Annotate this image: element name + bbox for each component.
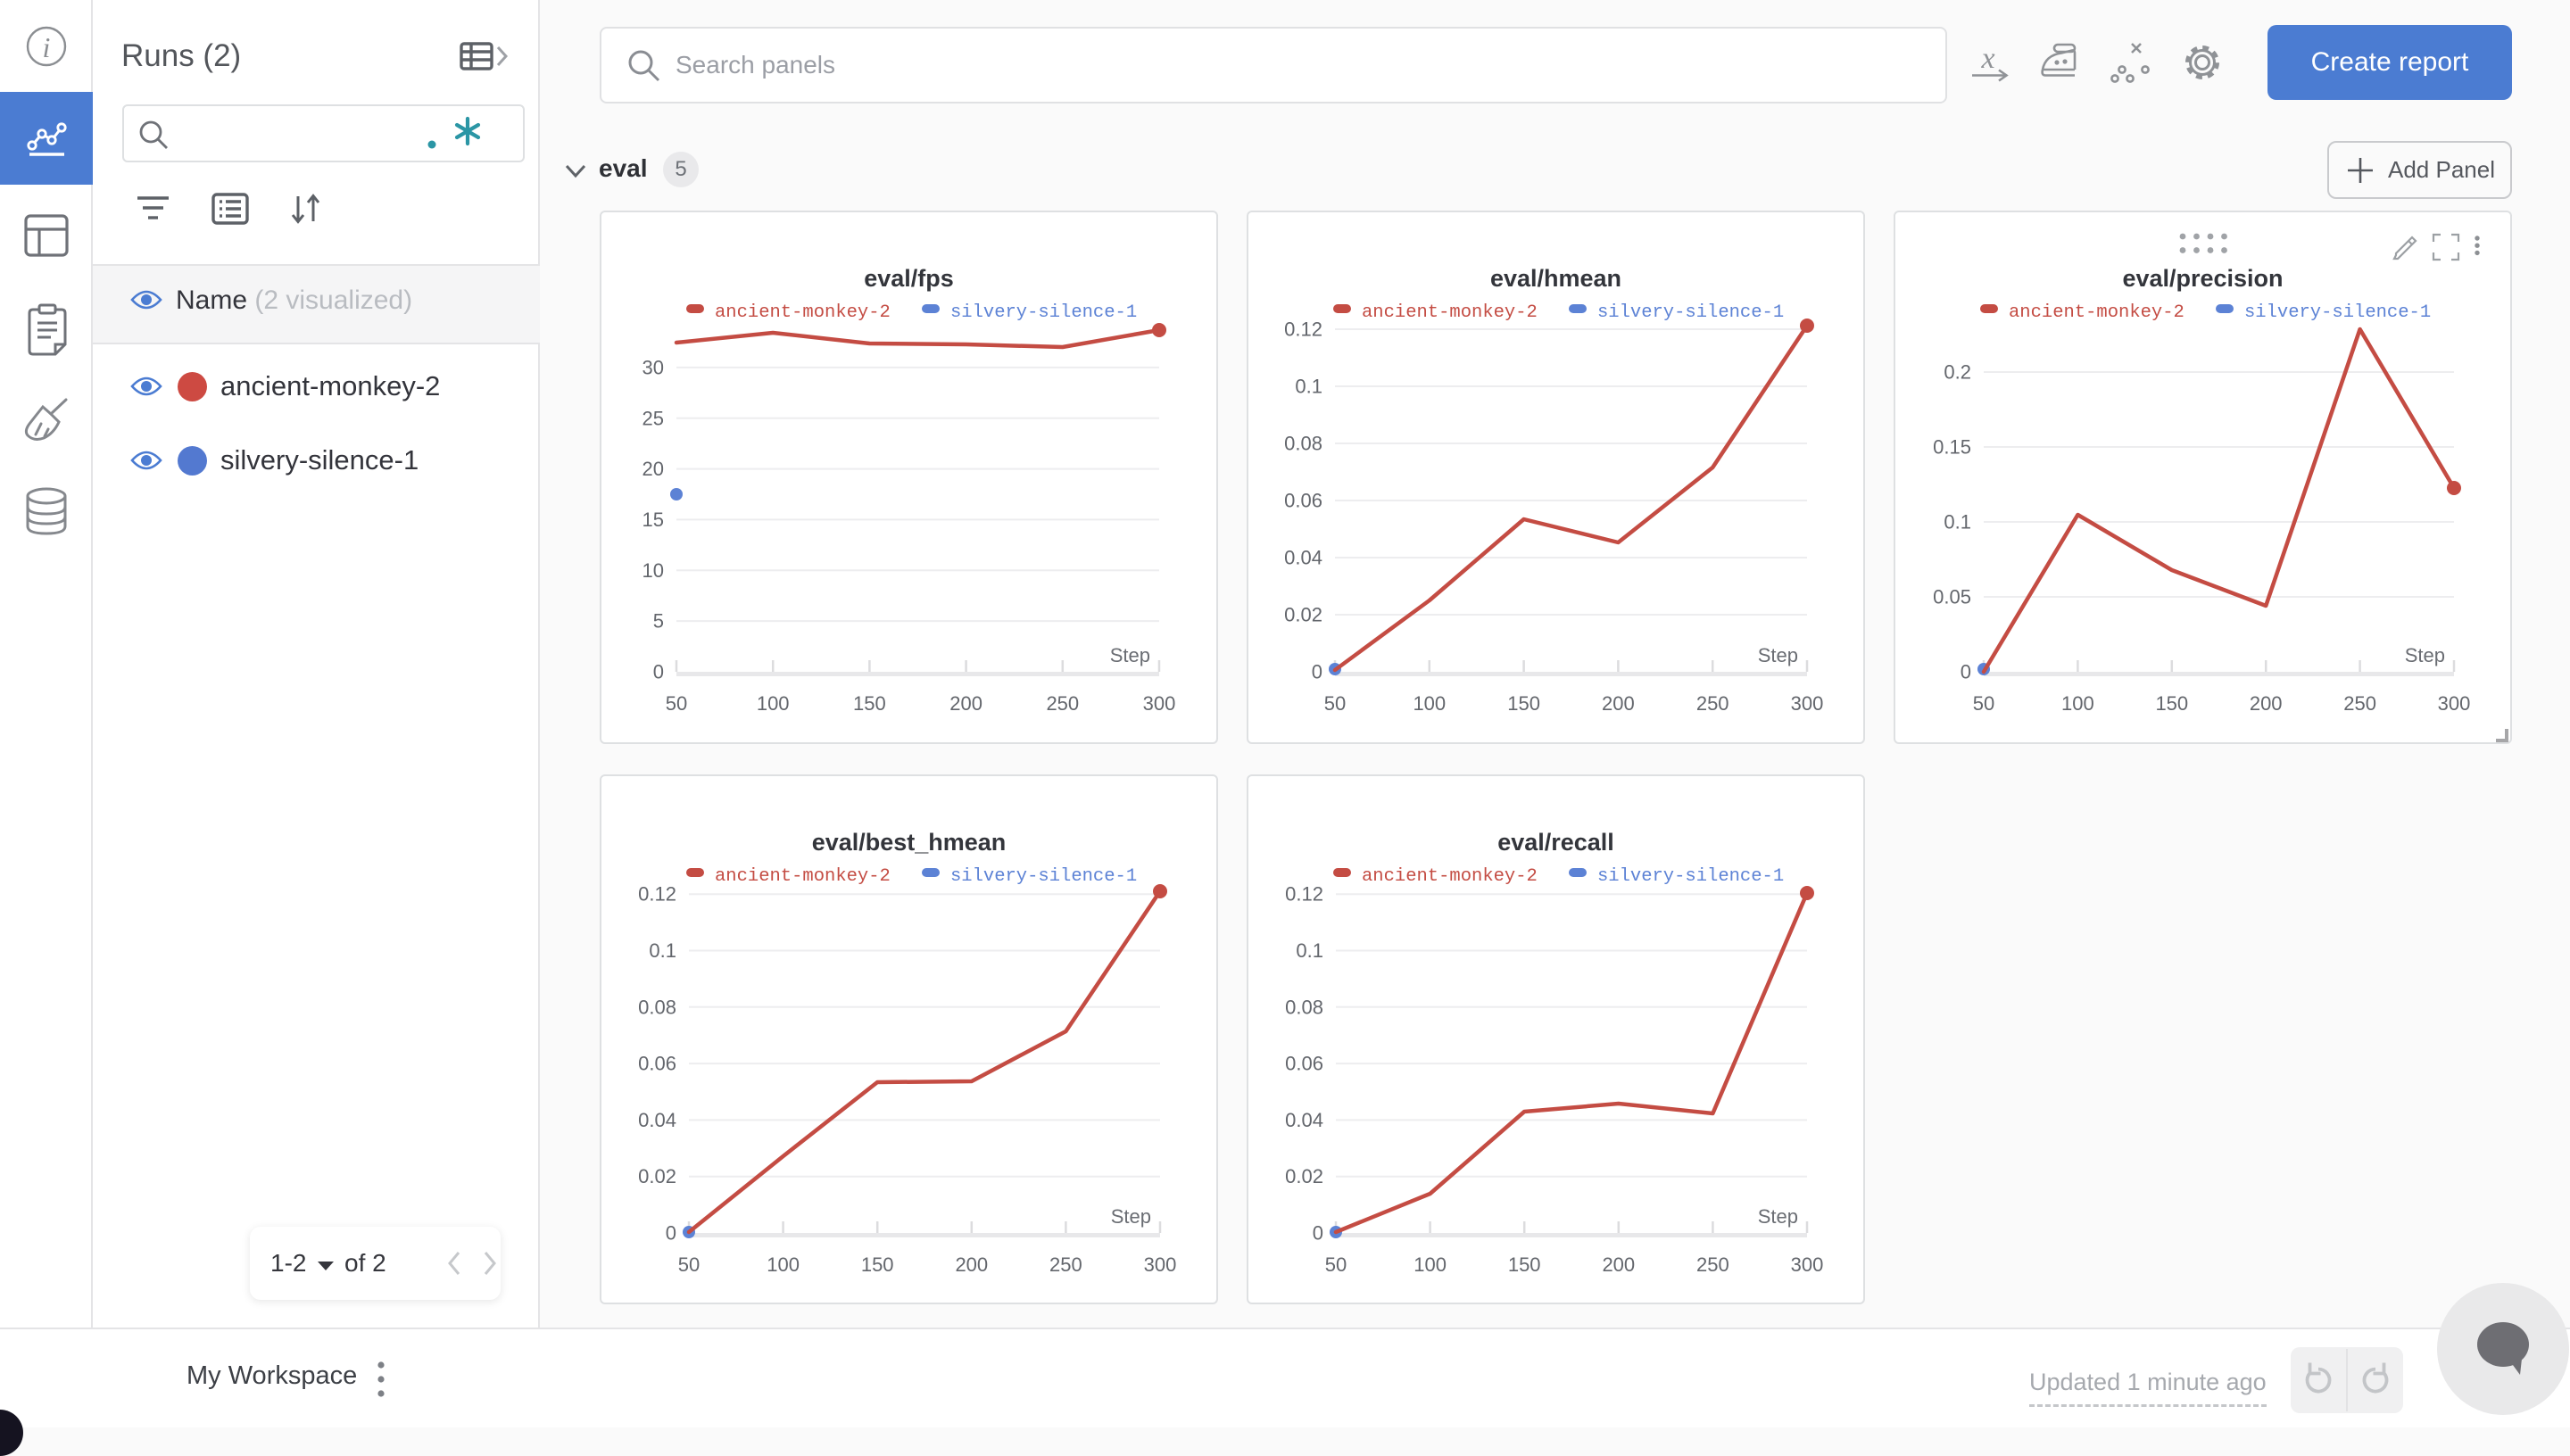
svg-text:300: 300 [2438,692,2471,715]
svg-text:100: 100 [1414,1253,1447,1276]
svg-text:silvery-silence-1: silvery-silence-1 [950,302,1137,323]
svg-text:0.02: 0.02 [638,1165,676,1187]
svg-text:0.1: 0.1 [1295,376,1322,398]
svg-text:0.08: 0.08 [1285,996,1323,1018]
svg-text:50: 50 [666,692,687,715]
svg-text:0.1: 0.1 [649,939,676,962]
svg-text:Step: Step [1758,644,1798,666]
svg-text:0: 0 [666,1222,676,1245]
svg-text:0.12: 0.12 [638,883,676,906]
svg-text:eval/precision: eval/precision [2122,265,2283,292]
svg-text:0: 0 [1312,661,1322,683]
svg-text:250: 250 [2343,692,2376,715]
svg-text:eval/recall: eval/recall [1497,829,1614,856]
svg-text:20: 20 [642,458,664,480]
svg-text:i: i [43,31,51,63]
svg-text:silvery-silence-1: silvery-silence-1 [950,866,1137,887]
svg-text:200: 200 [1602,1253,1635,1276]
svg-text:50: 50 [1973,692,1994,715]
svg-text:300: 300 [1143,692,1176,715]
svg-text:250: 250 [1696,1253,1729,1276]
svg-text:0.06: 0.06 [1285,1053,1323,1075]
svg-text:Step: Step [1110,644,1150,666]
svg-text:Step: Step [1111,1205,1151,1228]
svg-text:100: 100 [767,1253,800,1276]
svg-text:x: x [1980,42,1994,75]
svg-text:ancient-monkey-2: ancient-monkey-2 [1362,866,1538,887]
svg-text:Step: Step [2405,644,2445,666]
svg-text:0.02: 0.02 [1284,604,1322,626]
svg-text:eval/hmean: eval/hmean [1490,265,1621,292]
svg-text:silvery-silence-1: silvery-silence-1 [2244,302,2431,323]
svg-text:150: 150 [2155,692,2188,715]
svg-text:ancient-monkey-2: ancient-monkey-2 [1362,302,1538,323]
svg-text:100: 100 [1413,692,1446,715]
svg-text:0.12: 0.12 [1284,318,1322,341]
svg-text:200: 200 [2250,692,2283,715]
svg-text:300: 300 [1791,1253,1824,1276]
svg-text:150: 150 [853,692,886,715]
svg-text:150: 150 [1508,1253,1541,1276]
svg-text:0: 0 [1961,661,1971,683]
svg-text:0: 0 [1313,1222,1323,1245]
svg-text:50: 50 [678,1253,700,1276]
svg-text:100: 100 [2061,692,2094,715]
svg-text:200: 200 [949,692,982,715]
svg-text:50: 50 [1325,1253,1347,1276]
svg-text:50: 50 [1324,692,1346,715]
svg-text:300: 300 [1791,692,1824,715]
svg-text:0.1: 0.1 [1944,511,1971,534]
svg-text:0.06: 0.06 [638,1053,676,1075]
svg-text:0.06: 0.06 [1284,490,1322,512]
svg-text:10: 10 [642,559,664,582]
svg-text:0.05: 0.05 [1933,586,1971,608]
svg-text:ancient-monkey-2: ancient-monkey-2 [715,866,891,887]
svg-text:25: 25 [642,407,664,429]
svg-text:eval/fps: eval/fps [864,265,954,292]
svg-text:250: 250 [1046,692,1079,715]
svg-text:200: 200 [955,1253,988,1276]
svg-text:Step: Step [1758,1205,1798,1228]
svg-text:200: 200 [1602,692,1635,715]
svg-text:0.04: 0.04 [1285,1109,1323,1131]
svg-text:15: 15 [642,509,664,531]
svg-text:150: 150 [1507,692,1540,715]
svg-text:0.2: 0.2 [1944,361,1971,384]
svg-text:250: 250 [1049,1253,1082,1276]
svg-text:silvery-silence-1: silvery-silence-1 [1597,866,1784,887]
svg-text:300: 300 [1144,1253,1177,1276]
svg-text:0.08: 0.08 [1284,433,1322,455]
svg-text:0.04: 0.04 [638,1109,676,1131]
svg-text:0: 0 [653,661,664,683]
svg-text:eval/best_hmean: eval/best_hmean [812,829,1007,856]
svg-text:silvery-silence-1: silvery-silence-1 [1597,302,1784,323]
svg-text:5: 5 [653,610,664,633]
svg-text:150: 150 [861,1253,894,1276]
svg-text:ancient-monkey-2: ancient-monkey-2 [2009,302,2184,323]
svg-text:0.12: 0.12 [1285,883,1323,906]
svg-text:0.02: 0.02 [1285,1165,1323,1187]
svg-text:0.08: 0.08 [638,996,676,1018]
svg-text:100: 100 [757,692,790,715]
svg-text:0.04: 0.04 [1284,547,1322,569]
svg-text:ancient-monkey-2: ancient-monkey-2 [715,302,891,323]
svg-text:30: 30 [642,356,664,378]
svg-text:0.1: 0.1 [1296,939,1323,962]
svg-text:0.15: 0.15 [1933,436,1971,459]
svg-text:250: 250 [1696,692,1729,715]
